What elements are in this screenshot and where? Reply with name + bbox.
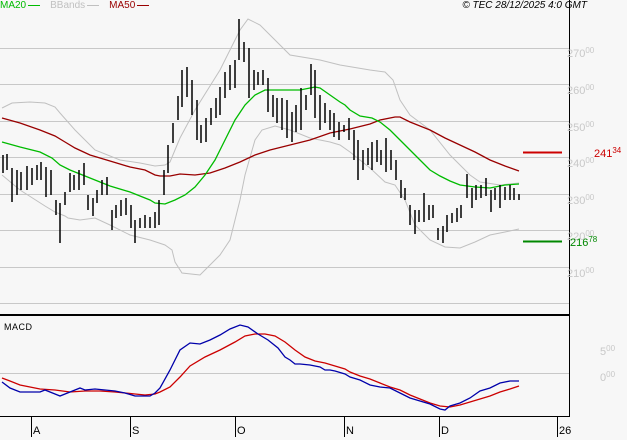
x-label-dec: D xyxy=(441,425,449,437)
copyright-timestamp: © TEC 28/12/2025 4:0 GMT xyxy=(462,0,587,11)
macd-label-5: 500 xyxy=(600,344,616,358)
macd-signal-line xyxy=(1,333,520,408)
x-label-2026: 26 xyxy=(559,425,572,437)
ma50-swatch-icon xyxy=(137,4,150,6)
x-label-aug: A xyxy=(33,425,41,437)
support-level-label: 21678 xyxy=(570,235,598,249)
y-label-240: 24000 xyxy=(567,156,595,170)
macd-panel-title: MACD xyxy=(4,322,33,332)
legend-ma20: MA20 xyxy=(0,0,41,12)
resistance-level-label: 24134 xyxy=(594,146,622,160)
y-label-220: 22000 xyxy=(567,229,595,243)
legend-bbands: BBands xyxy=(50,0,100,12)
bband-upper xyxy=(1,18,520,186)
x-ticks xyxy=(31,417,558,437)
x-label-sep: S xyxy=(132,425,140,437)
price-gridlines xyxy=(0,48,569,374)
price-bars xyxy=(2,19,520,243)
macd-line xyxy=(1,324,519,411)
y-label-260: 26000 xyxy=(567,83,595,97)
x-label-nov: N xyxy=(346,425,354,437)
ma50-line xyxy=(1,116,520,177)
x-label-oct: O xyxy=(237,425,246,437)
ma20-swatch-icon xyxy=(28,4,41,6)
y-label-250: 25000 xyxy=(567,120,595,134)
legend-ma50: MA50 xyxy=(109,0,150,12)
y-label-270: 27000 xyxy=(567,46,595,60)
ma20-line xyxy=(1,86,520,205)
y-label-230: 23000 xyxy=(567,193,595,207)
bbands-swatch-icon xyxy=(87,4,100,6)
y-label-210: 21000 xyxy=(567,266,595,280)
macd-label-0: 000 xyxy=(600,370,616,384)
chart-legend: MA20 BBands MA50 xyxy=(0,0,150,12)
bband-lower xyxy=(1,125,520,276)
